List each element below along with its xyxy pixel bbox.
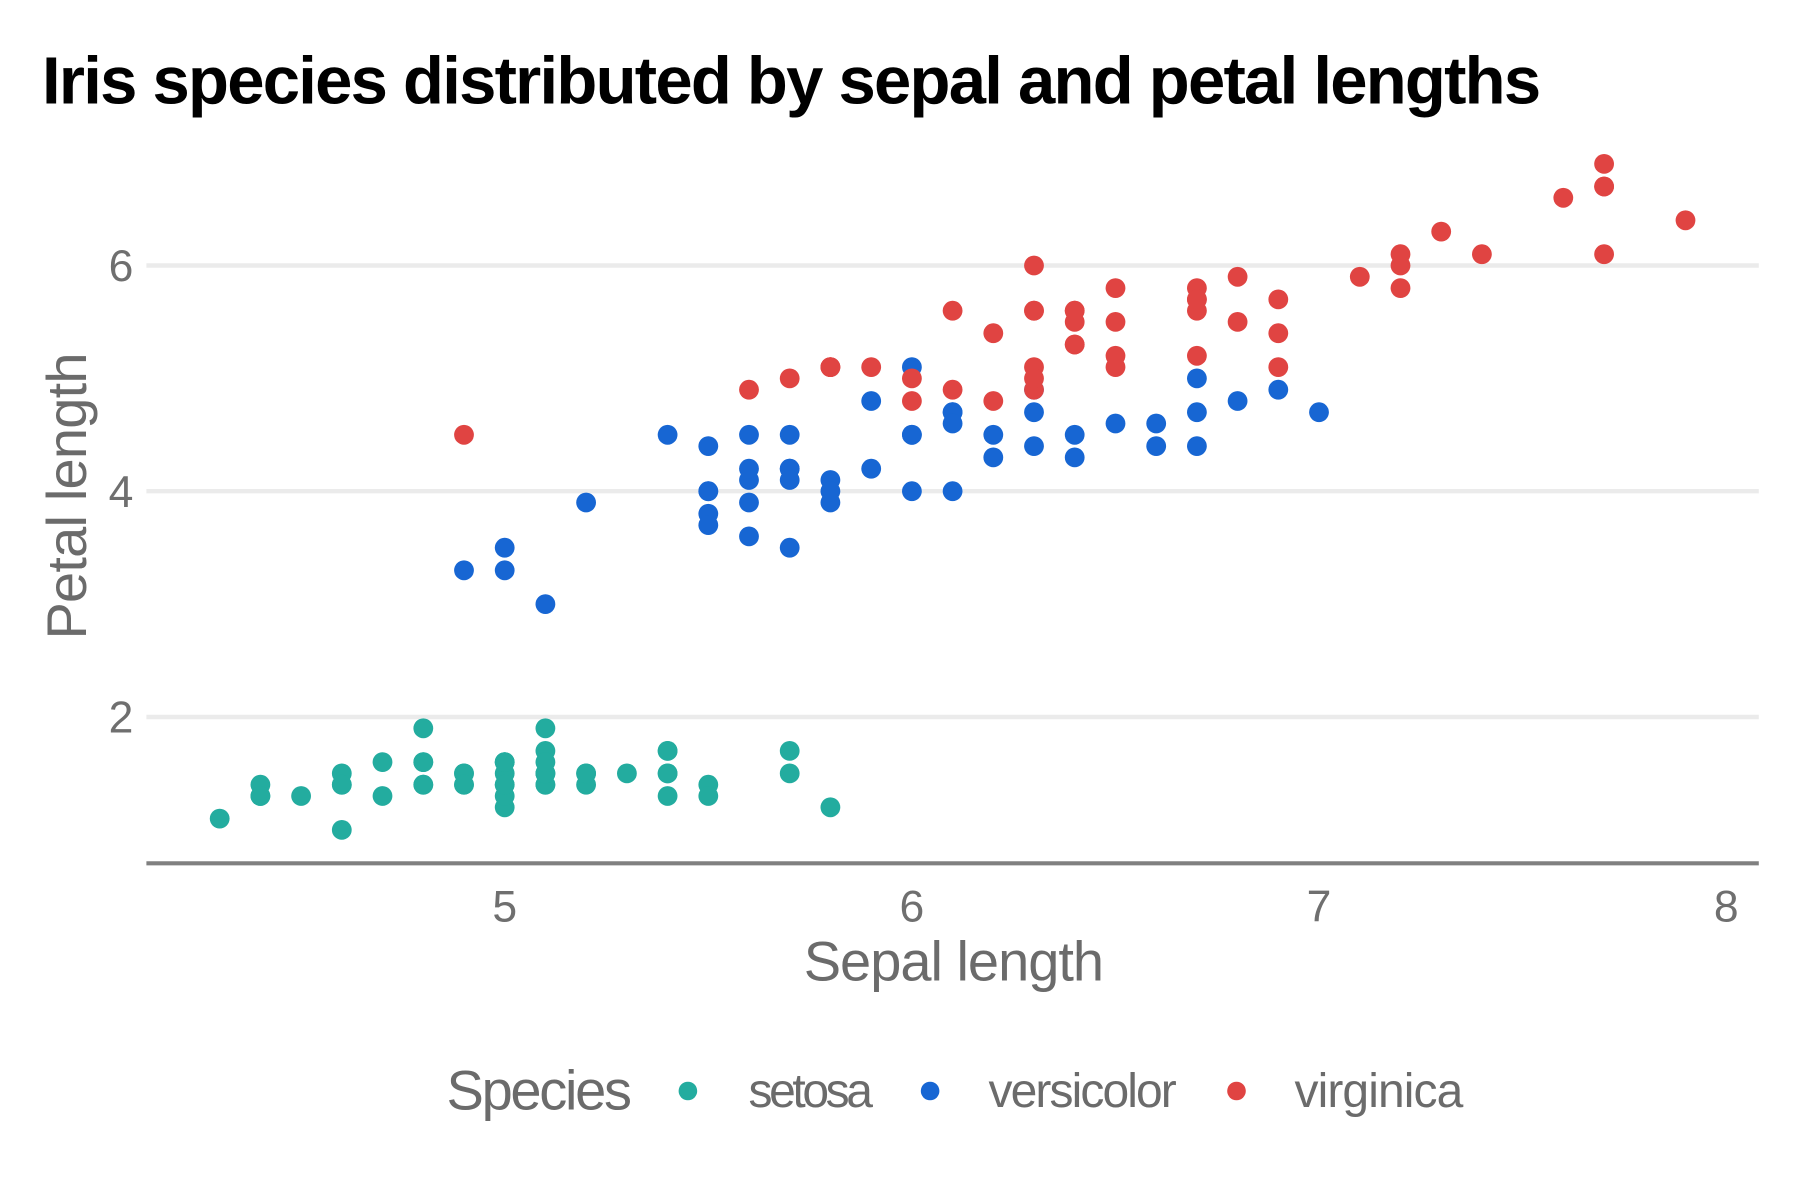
svg-text:Sepal length: Sepal length [804,930,1103,993]
svg-text:6: 6 [109,242,134,291]
svg-text:2: 2 [109,694,134,743]
svg-text:virginica: virginica [1295,1065,1464,1118]
svg-text:6: 6 [900,882,925,931]
svg-text:Species: Species [447,1059,631,1122]
svg-text:8: 8 [1714,882,1739,931]
svg-text:setosa: setosa [749,1065,874,1118]
svg-text:Iris species distributed by se: Iris species distributed by sepal and pe… [42,44,1539,119]
svg-text:5: 5 [492,882,517,931]
svg-text:Petal length: Petal length [35,353,98,639]
svg-text:4: 4 [109,468,134,517]
svg-text:versicolor: versicolor [989,1065,1177,1118]
svg-text:7: 7 [1307,882,1332,931]
